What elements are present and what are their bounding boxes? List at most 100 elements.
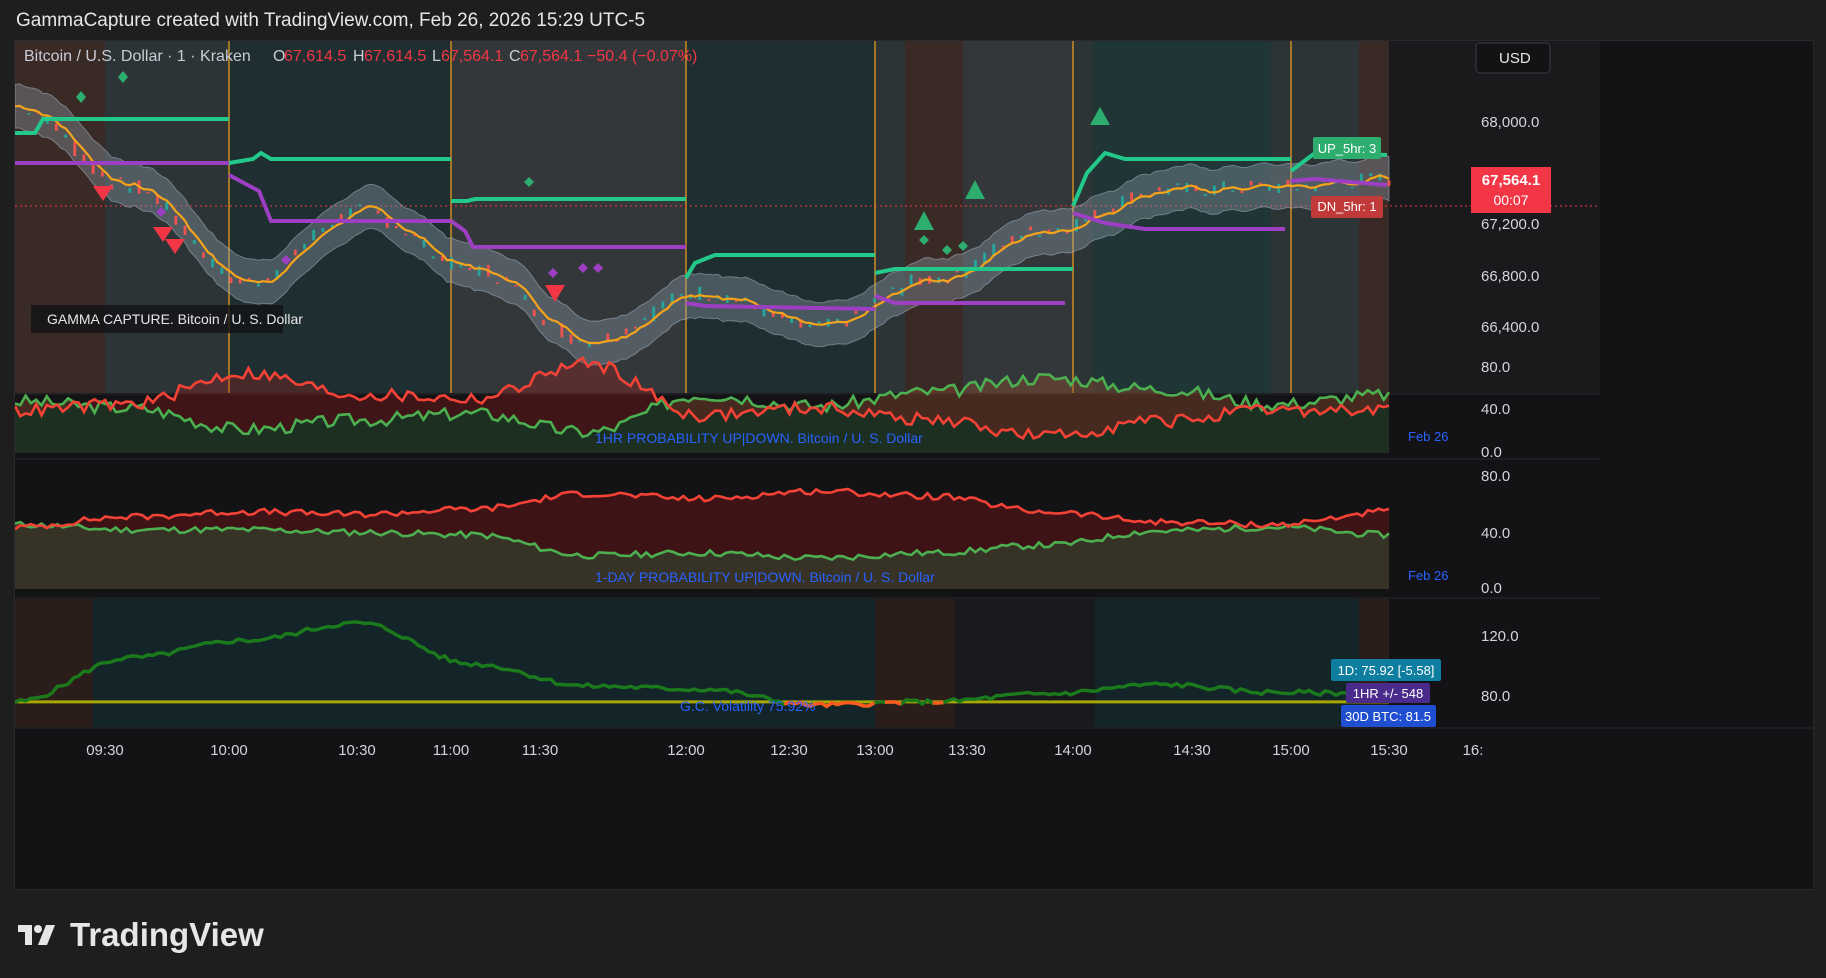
buy-diamond-icon <box>76 71 968 255</box>
candle <box>1157 187 1161 191</box>
candle <box>1121 196 1124 209</box>
candle <box>220 267 224 274</box>
candle <box>808 324 812 328</box>
candle <box>909 274 913 285</box>
candle <box>1010 236 1014 245</box>
price-scale[interactable]: USD 68,000.0 67,200.0 66,800.0 66,400.0 … <box>1471 42 1551 336</box>
candle <box>192 239 196 244</box>
dn-count-badge <box>1311 196 1383 218</box>
candle <box>1249 180 1253 186</box>
time-tick: 12:00 <box>667 742 705 759</box>
candle <box>229 277 233 284</box>
up-count-badge <box>1313 137 1381 159</box>
low-label: L <box>432 48 441 65</box>
candle <box>1139 193 1143 197</box>
candle <box>413 233 417 237</box>
candle <box>615 340 619 342</box>
prob-down-line <box>15 356 1390 441</box>
vol-30d-value: 30D BTC: 81.5 <box>1345 709 1431 724</box>
candle <box>330 224 334 228</box>
currency-label[interactable]: USD <box>1499 50 1531 67</box>
prob1h-tick: 0.0 <box>1481 444 1502 461</box>
time-tick: 11:00 <box>433 742 469 759</box>
candle <box>1176 183 1180 185</box>
candle <box>1314 186 1317 192</box>
session-band <box>963 41 1073 393</box>
candle <box>1111 208 1115 212</box>
chart-container[interactable]: GAMMA CAPTURE. Bitcoin / U. S. Dollar UP… <box>14 40 1814 890</box>
candle <box>266 278 270 282</box>
candle <box>376 210 380 214</box>
last-price-badge <box>1471 167 1551 213</box>
candle <box>1268 185 1271 191</box>
time-tick: 14:30 <box>1173 742 1211 759</box>
candle <box>404 233 408 236</box>
time-tick: 15:30 <box>1370 742 1408 759</box>
currency-button[interactable] <box>1475 42 1551 74</box>
prob-up-line <box>15 520 1390 562</box>
candle <box>459 262 463 268</box>
symbol-title[interactable]: Bitcoin / U.S. Dollar · 1 · Kraken <box>24 48 251 65</box>
candle <box>202 252 205 258</box>
candle <box>395 225 398 229</box>
candle <box>1093 210 1097 221</box>
time-axis[interactable]: 09:30 10:00 10:30 11:00 11:30 12:00 12:3… <box>15 727 1813 759</box>
vol-1d-badge <box>1331 659 1441 681</box>
candle <box>845 322 849 327</box>
candle <box>992 243 996 257</box>
time-tick: 14:00 <box>1054 742 1092 759</box>
candle <box>670 293 674 306</box>
time-tick: 09:30 <box>86 742 124 759</box>
candle <box>872 298 876 302</box>
session-band <box>875 41 905 393</box>
time-tick: 12:30 <box>770 742 808 759</box>
candle <box>799 319 803 328</box>
vol-1d-value: 1D: 75.92 [-5.58] <box>1338 663 1435 678</box>
vol-1hr-badge <box>1346 683 1430 703</box>
candle <box>1258 182 1262 185</box>
candle <box>156 193 159 204</box>
up-count-label: UP_5hr: 3 <box>1318 141 1377 156</box>
chart-canvas[interactable]: GAMMA CAPTURE. Bitcoin / U. S. Dollar UP… <box>15 41 1813 889</box>
price-countdown: 00:07 <box>1493 192 1528 208</box>
time-tick: 13:30 <box>948 742 986 759</box>
candle <box>578 339 582 342</box>
candle <box>211 258 214 268</box>
candle <box>679 294 683 296</box>
down-levels <box>15 161 1388 311</box>
candle <box>652 306 656 322</box>
candle <box>1047 229 1051 234</box>
candle <box>128 187 132 193</box>
candle <box>1350 186 1354 189</box>
candle <box>73 141 77 157</box>
prob1d-tick: 40.0 <box>1481 525 1510 542</box>
candle <box>588 342 591 348</box>
prob-1day-label: 1-DAY PROBABILITY UP|DOWN. Bitcoin / U. … <box>595 569 935 585</box>
symbol-legend[interactable]: Bitcoin / U.S. Dollar · 1 · Kraken O 67,… <box>24 48 697 65</box>
close-label: C <box>509 48 521 65</box>
prob-down-line <box>15 487 1390 531</box>
candle <box>1029 226 1032 231</box>
candle <box>1185 183 1189 193</box>
candle <box>293 249 297 256</box>
tradingview-logo[interactable]: TradingView <box>18 916 264 954</box>
candle <box>698 286 702 300</box>
session-band-bearish <box>905 41 963 393</box>
vol-tick: 120.0 <box>1481 628 1519 645</box>
candle <box>1369 173 1373 177</box>
candle <box>771 312 775 317</box>
candle <box>1148 194 1152 197</box>
candle <box>496 282 499 284</box>
candle <box>633 326 637 329</box>
candle <box>891 287 895 289</box>
date-tag: Feb 26 <box>1408 568 1448 583</box>
candle <box>339 213 343 222</box>
prob-up-line <box>15 372 1391 439</box>
candle <box>1001 245 1005 248</box>
session-band <box>451 41 686 393</box>
sell-triangle-icon <box>93 186 565 302</box>
price-tick: 66,800.0 <box>1481 268 1539 285</box>
buy-triangle-icon <box>914 107 1110 230</box>
session-band <box>1093 41 1271 393</box>
candle <box>974 259 977 271</box>
